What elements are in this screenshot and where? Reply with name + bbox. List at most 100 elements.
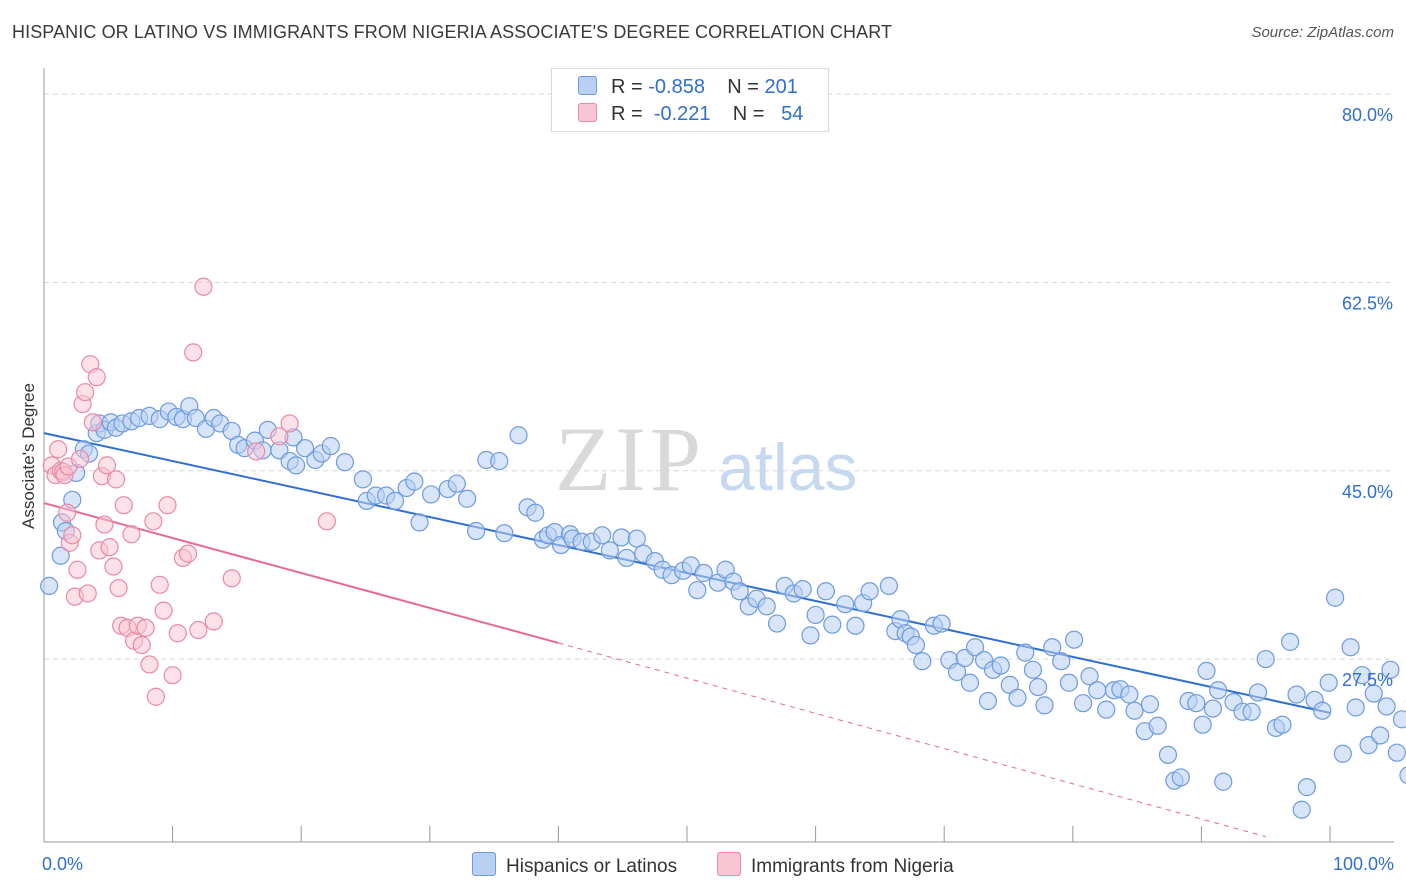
watermark-atlas: atlas [718, 430, 857, 504]
point-hispanic [1088, 681, 1107, 700]
point-nigeria [58, 503, 77, 522]
point-hispanic [1193, 715, 1212, 734]
point-hispanic [913, 652, 932, 671]
point-hispanic [1381, 660, 1400, 679]
point-hispanic [321, 436, 340, 456]
point-nigeria [280, 414, 299, 433]
point-nigeria [87, 368, 106, 387]
point-hispanic [688, 581, 707, 600]
y-tick-label: 27.5% [1342, 670, 1393, 690]
point-hispanic [1392, 710, 1406, 729]
point-nigeria [146, 687, 165, 706]
point-hispanic [1080, 667, 1099, 686]
legend-swatch-pink [717, 852, 741, 876]
point-nigeria [83, 413, 102, 432]
point-hispanic [1035, 696, 1054, 715]
point-hispanic [1319, 673, 1338, 692]
point-hispanic [836, 595, 855, 614]
point-hispanic [767, 614, 787, 633]
point-nigeria [184, 343, 203, 362]
point-hispanic [879, 576, 899, 595]
point-hispanic [947, 662, 967, 682]
point-hispanic [1203, 699, 1223, 718]
legend-swatch-pink [578, 103, 597, 122]
point-hispanic [1377, 697, 1396, 716]
point-hispanic [1273, 715, 1292, 734]
point-nigeria [70, 449, 90, 469]
point-nigeria [222, 569, 241, 588]
point-nigeria [317, 512, 337, 531]
r-value: -0.858 [648, 76, 705, 98]
point-nigeria [100, 538, 119, 557]
point-nigeria [194, 277, 213, 296]
legend-swatch-blue [472, 852, 496, 876]
point-hispanic [466, 521, 486, 541]
point-hispanic [1008, 688, 1027, 707]
legend-row-nigeria: R = -0.221 N = 54 [578, 103, 803, 126]
point-nigeria [95, 515, 114, 534]
point-nigeria [109, 578, 128, 598]
point-hispanic [1256, 649, 1275, 669]
point-nigeria [144, 512, 163, 531]
point-hispanic [286, 456, 306, 475]
point-hispanic [526, 503, 545, 522]
point-hispanic [1287, 685, 1306, 704]
point-hispanic [385, 491, 405, 510]
point-hispanic [806, 605, 825, 625]
point-hispanic [593, 526, 612, 545]
n-label: N = [727, 76, 759, 98]
point-hispanic [1346, 698, 1365, 717]
point-hispanic [1353, 666, 1372, 685]
point-nigeria [49, 440, 68, 459]
legend-item-hispanic[interactable]: Hispanics or Latinos [472, 852, 677, 878]
point-nigeria [247, 442, 266, 461]
point-hispanic [860, 582, 879, 601]
point-hispanic [793, 580, 812, 599]
point-nigeria [158, 496, 177, 515]
point-hispanic [353, 470, 373, 489]
x-tick-label-min: 0.0% [42, 854, 83, 874]
point-nigeria [78, 584, 97, 603]
point-nigeria [106, 470, 126, 489]
point-nigeria [178, 544, 198, 563]
point-hispanic [495, 524, 514, 543]
point-hispanic [1158, 745, 1178, 764]
legend-row-hispanic: R = -0.858 N = 201 [578, 76, 798, 99]
point-hispanic [906, 635, 926, 655]
point-hispanic [1214, 772, 1233, 791]
point-nigeria [168, 624, 187, 643]
point-hispanic [509, 426, 528, 445]
point-hispanic [1016, 643, 1035, 662]
point-hispanic [1281, 632, 1300, 651]
source-label: Source: ZipAtlas.com [1251, 24, 1394, 41]
point-hispanic [1059, 673, 1079, 692]
point-hispanic [1292, 800, 1311, 819]
point-hispanic [1341, 638, 1360, 657]
point-hispanic [1313, 701, 1332, 720]
legend-swatch-blue [578, 76, 597, 95]
point-hispanic [421, 485, 441, 504]
point-hispanic [730, 582, 749, 601]
point-hispanic [1197, 661, 1216, 681]
point-nigeria [132, 635, 151, 655]
point-hispanic [1028, 677, 1048, 697]
legend-item-nigeria[interactable]: Immigrants from Nigeria [717, 852, 954, 878]
point-hispanic [991, 656, 1010, 675]
point-hispanic [1242, 702, 1261, 721]
point-hispanic [1052, 652, 1071, 671]
point-hispanic [1120, 685, 1139, 704]
trend-line-nigeria-extension [558, 642, 1266, 838]
point-hispanic [1187, 694, 1206, 713]
point-nigeria [204, 612, 223, 631]
point-nigeria [104, 557, 123, 576]
n-value: 201 [764, 76, 798, 98]
point-nigeria [114, 496, 133, 515]
point-hispanic [600, 541, 619, 560]
point-hispanic [846, 616, 865, 635]
point-hispanic [801, 626, 820, 645]
point-hispanic [40, 576, 59, 595]
point-nigeria [150, 575, 169, 594]
point-nigeria [76, 383, 95, 402]
point-hispanic [490, 451, 509, 471]
point-hispanic [617, 548, 636, 568]
